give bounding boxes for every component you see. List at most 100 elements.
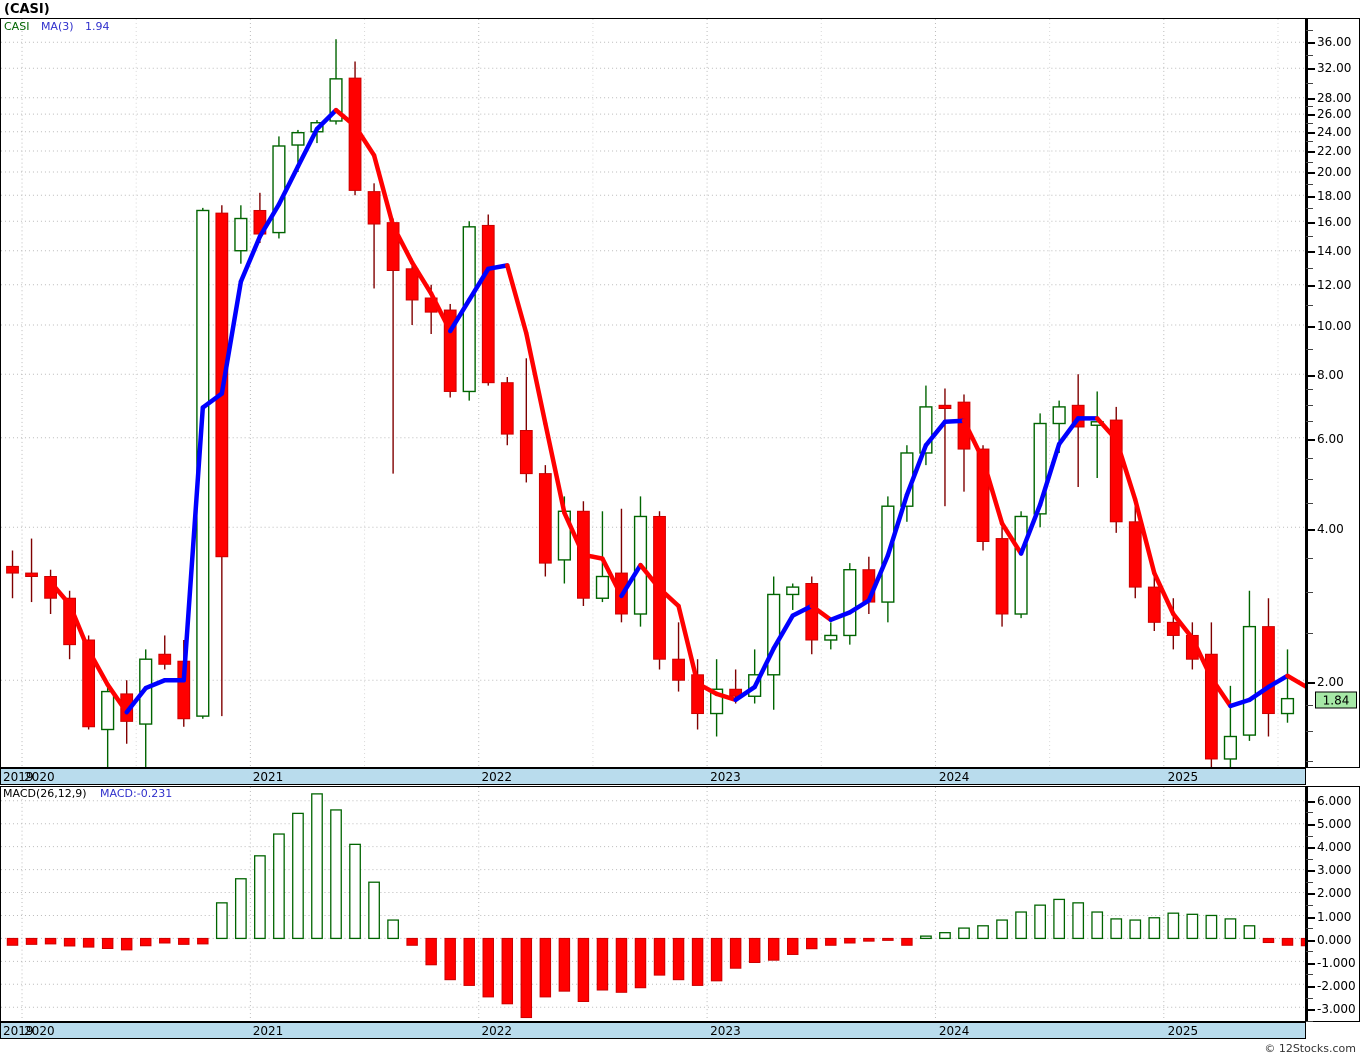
price-tick — [1306, 172, 1315, 175]
macd-axis[interactable]: 6.000 5.000 4.000 3.000 2.000 1.000 0.000 -1.00… — [1306, 786, 1360, 1022]
price-minor-tick — [1306, 458, 1313, 460]
price-tick — [1306, 42, 1315, 45]
price-minor-tick — [1306, 267, 1313, 269]
price-axis-line — [1306, 19, 1308, 767]
price-tick-label: 16.00 — [1317, 214, 1352, 229]
year-label: 2021 — [252, 1024, 284, 1038]
macd-tick — [1306, 1009, 1315, 1012]
price-minor-tick — [1306, 161, 1313, 163]
price-minor-tick — [1306, 421, 1313, 423]
price-tick-label: 4.00 — [1317, 521, 1344, 536]
price-tick-label: 32.00 — [1317, 61, 1352, 76]
macd-legend-label: MACD(26,12,9) — [3, 787, 87, 800]
macd-tick-label: 6.000 — [1317, 793, 1352, 808]
price-minor-tick — [1306, 632, 1313, 634]
year-label: 2024 — [938, 1024, 970, 1038]
price-tick — [1306, 195, 1315, 198]
price-plot-svg — [1, 19, 1305, 767]
macd-minor-tick — [1306, 812, 1313, 814]
macd-tick — [1306, 847, 1315, 850]
price-minor-tick — [1306, 141, 1313, 143]
legend-ma-value: 1.94 — [85, 20, 110, 33]
date-axis-price[interactable]: 2019 2020 2021 2022 2023 2024 2025 — [0, 768, 1306, 785]
price-minor-tick — [1306, 389, 1313, 391]
price-tick-label: 22.00 — [1317, 144, 1352, 159]
macd-tick-label: 3.000 — [1317, 863, 1352, 878]
price-minor-tick — [1306, 349, 1313, 351]
macd-minor-tick — [1306, 905, 1313, 906]
macd-tick — [1306, 893, 1315, 896]
macd-minor-tick — [1306, 858, 1313, 860]
macd-minor-tick — [1306, 997, 1313, 999]
date-axis-macd[interactable]: 2019 2020 2021 2022 2023 2024 2025 — [0, 1022, 1306, 1039]
macd-tick — [1306, 985, 1315, 988]
price-minor-tick — [1306, 731, 1313, 733]
price-minor-tick — [1306, 54, 1313, 56]
price-minor-tick — [1306, 479, 1313, 481]
price-axis[interactable]: 36.00 32.00 28.00 26.00 24.00 22.00 20.00 18.00… — [1306, 18, 1360, 768]
price-tick — [1306, 438, 1315, 441]
macd-axis-line — [1306, 787, 1308, 1021]
macd-tick — [1306, 870, 1315, 873]
macd-chart-panel[interactable] — [0, 786, 1306, 1022]
price-tick-label: 24.00 — [1317, 125, 1352, 140]
macd-tick-label: -3.000 — [1317, 1002, 1356, 1017]
macd-tick-label: 0.000 — [1317, 932, 1352, 947]
macd-legend-value: MACD:-0.231 — [100, 787, 173, 800]
price-tick — [1306, 251, 1315, 254]
price-minor-tick — [1306, 558, 1313, 560]
price-minor-tick — [1306, 502, 1313, 504]
macd-legend: MACD(26,12,9) MACD:-0.231 — [3, 787, 172, 800]
price-tick — [1306, 114, 1315, 117]
year-label: 2025 — [1167, 1024, 1199, 1038]
price-chart-panel[interactable] — [0, 18, 1306, 768]
price-tick — [1306, 682, 1315, 684]
macd-plot-svg — [1, 787, 1305, 1021]
year-label: 2021 — [252, 770, 284, 784]
price-tick-label: 28.00 — [1317, 90, 1352, 105]
year-label: 2019 — [3, 770, 34, 784]
macd-minor-tick — [1306, 974, 1313, 976]
price-tick — [1306, 375, 1315, 378]
price-minor-tick — [1306, 183, 1313, 185]
year-label: 2022 — [481, 1024, 513, 1038]
price-tick-label: 26.00 — [1317, 107, 1352, 122]
price-legend: CASI MA(3) 1.94 — [4, 20, 110, 33]
price-tick — [1306, 68, 1315, 71]
macd-tick — [1306, 916, 1315, 919]
watermark: © 12Stocks.com — [1264, 1042, 1356, 1055]
price-minor-tick — [1306, 208, 1313, 210]
macd-tick — [1306, 800, 1315, 803]
price-minor-tick — [1306, 404, 1313, 406]
price-tick — [1306, 97, 1315, 100]
year-label: 2022 — [481, 770, 513, 784]
price-tick — [1306, 528, 1315, 531]
price-tick-label: 10.00 — [1317, 318, 1352, 333]
price-tick — [1306, 221, 1315, 224]
macd-minor-tick — [1306, 881, 1313, 883]
macd-tick-label: 2.000 — [1317, 886, 1352, 901]
macd-tick-label: -2.000 — [1317, 978, 1356, 993]
macd-tick-label: 4.000 — [1317, 840, 1352, 855]
macd-minor-tick — [1306, 835, 1313, 837]
price-minor-tick — [1306, 304, 1313, 306]
price-minor-tick — [1306, 105, 1313, 107]
price-minor-tick — [1306, 760, 1313, 762]
price-minor-tick — [1306, 236, 1313, 238]
macd-tick-label: 1.000 — [1317, 909, 1352, 924]
price-tick — [1306, 325, 1315, 328]
year-label: 2020 — [24, 1024, 55, 1038]
price-tick — [1306, 151, 1315, 154]
price-tick-label: 12.00 — [1317, 278, 1352, 293]
year-label: 2023 — [710, 1024, 741, 1038]
price-tick-label: 2.00 — [1317, 675, 1344, 689]
legend-symbol: CASI — [4, 20, 30, 33]
macd-minor-tick — [1306, 928, 1313, 930]
price-tick-label: 14.00 — [1317, 244, 1352, 259]
price-tick — [1306, 132, 1315, 135]
last-price-badge: 1.84 — [1315, 691, 1357, 709]
macd-tick — [1306, 939, 1315, 942]
year-label: 2019 — [3, 1024, 34, 1038]
macd-minor-tick — [1306, 1020, 1313, 1022]
